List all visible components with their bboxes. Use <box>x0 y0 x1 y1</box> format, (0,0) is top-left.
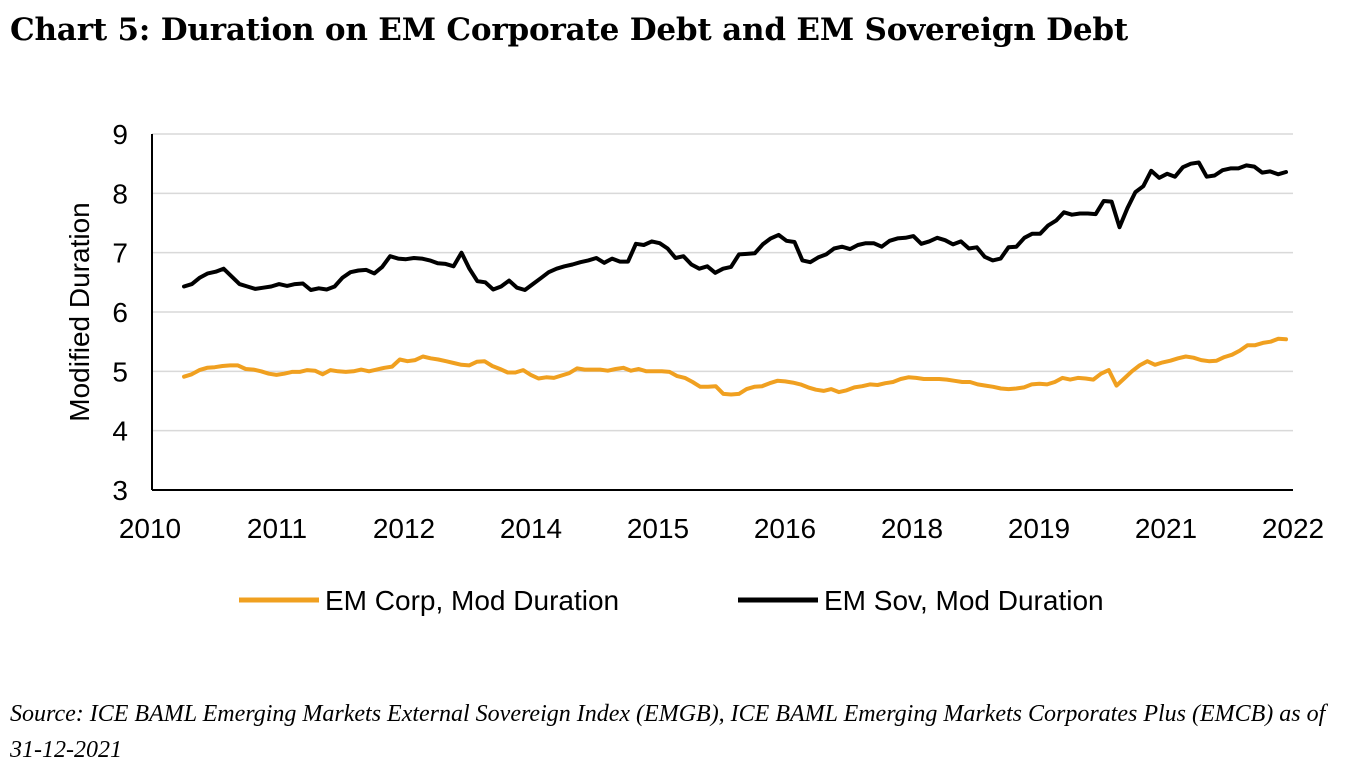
x-tick-label: 2018 <box>881 513 943 544</box>
tick-labels: 3 4 5 6 7 8 9 2010 2011 2012 2014 2015 2016 2018 2019 2… <box>112 119 1324 544</box>
y-tick-label: 6 <box>112 297 128 328</box>
series-line-em-sov <box>182 160 1288 292</box>
legend-label: EM Sov, Mod Duration <box>824 585 1104 616</box>
series-line-em-corp <box>182 336 1288 397</box>
y-tick-label: 5 <box>112 356 128 387</box>
line-chart: 3 4 5 6 7 8 9 2010 2011 2012 2014 2015 2016 2018 2019 2… <box>64 119 1324 616</box>
source-note: Source: ICE BAML Emerging Markets Extern… <box>10 701 1326 763</box>
x-tick-label: 2022 <box>1262 513 1324 544</box>
y-tick-label: 3 <box>112 475 128 506</box>
axes <box>151 134 1293 491</box>
x-tick-label: 2010 <box>119 513 181 544</box>
chart-title: Chart 5: Duration on EM Corporate Debt a… <box>10 12 1128 48</box>
series-lines <box>182 160 1288 397</box>
legend-label: EM Corp, Mod Duration <box>325 585 619 616</box>
x-tick-label: 2016 <box>754 513 816 544</box>
legend: EM Corp, Mod Duration EM Sov, Mod Duratio… <box>239 585 1104 616</box>
y-tick-label: 4 <box>112 416 128 447</box>
x-tick-label: 2014 <box>500 513 562 544</box>
x-tick-label: 2011 <box>247 513 307 544</box>
gridlines <box>152 133 1293 432</box>
y-tick-label: 7 <box>112 238 128 269</box>
x-tick-label: 2021 <box>1135 513 1197 544</box>
y-axis-label: Modified Duration <box>64 202 95 421</box>
x-tick-label: 2015 <box>627 513 689 544</box>
x-tick-label: 2019 <box>1008 513 1070 544</box>
y-tick-label: 9 <box>112 119 128 150</box>
x-tick-label: 2012 <box>373 513 435 544</box>
y-tick-label: 8 <box>112 178 128 209</box>
